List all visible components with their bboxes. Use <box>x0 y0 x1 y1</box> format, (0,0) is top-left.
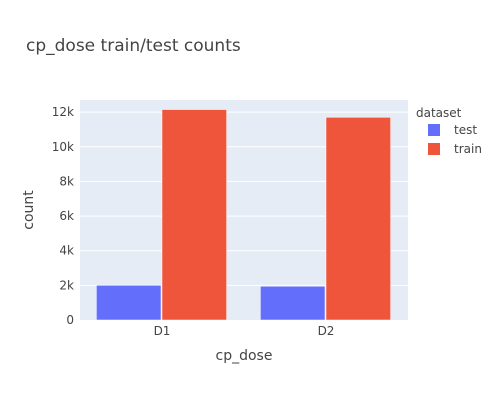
bars <box>96 109 391 321</box>
y-tick-label: 8k <box>59 174 74 188</box>
y-tick-label: 6k <box>59 209 74 223</box>
legend-swatch-train <box>428 143 440 155</box>
y-tick-label: 2k <box>59 278 74 292</box>
bar-test-D1 <box>96 285 162 321</box>
legend-label-test: test <box>454 123 477 137</box>
x-axis-label: cp_dose <box>216 348 273 364</box>
bar-test-D2 <box>260 285 326 321</box>
y-axis-label: count <box>21 190 37 230</box>
x-tick-label: D2 <box>318 324 335 338</box>
bar-train-D1 <box>161 109 227 321</box>
y-tick-label: 12k <box>52 105 74 119</box>
legend: dataset test train <box>416 106 482 156</box>
y-ticks: 0 2k 4k 6k 8k 10k 12k <box>52 105 74 327</box>
y-tick-label: 0 <box>66 313 74 327</box>
x-tick-label: D1 <box>154 324 171 338</box>
legend-label-train: train <box>454 142 482 156</box>
chart-title: cp_dose train/test counts <box>26 36 241 56</box>
legend-swatch-test <box>428 124 440 136</box>
bar-train-D2 <box>325 117 391 321</box>
y-tick-label: 4k <box>59 244 74 258</box>
y-tick-label: 10k <box>52 140 74 154</box>
x-ticks: D1 D2 <box>154 324 335 338</box>
legend-title: dataset <box>416 106 462 120</box>
